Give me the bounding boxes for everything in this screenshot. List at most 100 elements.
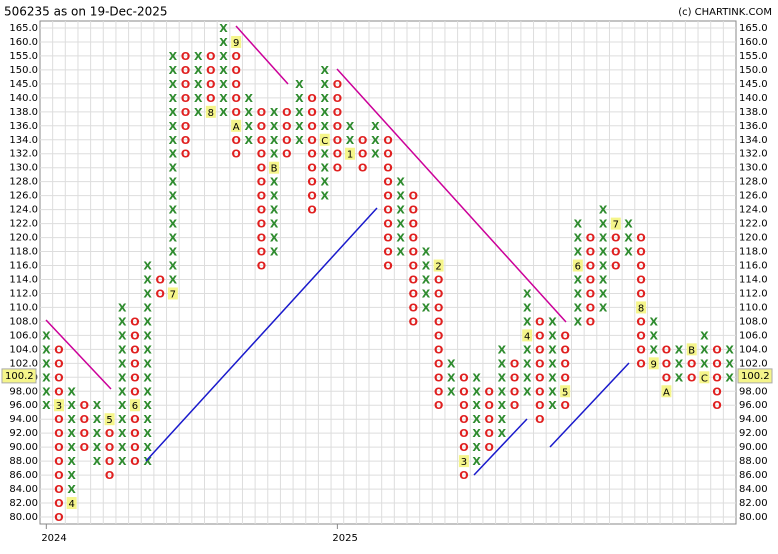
y-tick-label: 86.00	[9, 470, 38, 481]
pf-box: O	[459, 371, 468, 384]
pf-box: O	[409, 273, 418, 286]
pf-box: O	[535, 385, 544, 398]
pf-box: O	[307, 162, 316, 175]
pf-box: O	[560, 371, 569, 384]
y-tick-label: 82.00	[739, 498, 768, 509]
last-price-label: 100.2	[5, 371, 34, 382]
pf-box: O	[333, 120, 342, 133]
y-tick-label: 84.00	[9, 484, 38, 495]
pf-box: O	[333, 92, 342, 105]
y-tick-label: 145.0	[9, 79, 38, 90]
pf-box: O	[485, 399, 494, 412]
pf-box: O	[257, 204, 266, 217]
pf-box: X	[599, 301, 608, 314]
y-tick-label: 122.0	[739, 219, 768, 230]
x-tick-label: 2025	[332, 533, 357, 544]
pf-box: X	[143, 343, 152, 356]
pf-box: X	[295, 134, 304, 147]
pf-box: X	[143, 441, 152, 454]
month-marker-bg	[699, 371, 710, 384]
pf-box: X	[650, 315, 659, 328]
pf-box: X	[498, 385, 507, 398]
pf-box: O	[257, 260, 266, 273]
support-line	[145, 207, 378, 462]
month-marker-bg	[269, 161, 280, 174]
pf-box: O	[434, 371, 443, 384]
month-marker: 3	[461, 457, 467, 468]
pf-box: O	[636, 287, 645, 300]
pf-box: X	[169, 78, 178, 91]
y-tick-label: 88.00	[9, 456, 38, 467]
pf-box: O	[611, 246, 620, 259]
y-tick-label: 94.00	[9, 414, 38, 425]
y-tick-label: 134.0	[9, 135, 38, 146]
pf-box: O	[257, 148, 266, 161]
pf-box: X	[143, 385, 152, 398]
pf-box: O	[409, 301, 418, 314]
pf-box: O	[510, 385, 519, 398]
pf-box: O	[333, 134, 342, 147]
pf-box: X	[599, 218, 608, 231]
pf-box: O	[485, 413, 494, 426]
pf-box: X	[194, 78, 203, 91]
pf-box: X	[169, 50, 178, 63]
y-tick-label: 126.0	[739, 191, 768, 202]
pf-box: X	[143, 455, 152, 468]
pf-box: O	[54, 413, 63, 426]
pf-box: O	[459, 413, 468, 426]
pf-box: X	[169, 162, 178, 175]
pf-box: X	[700, 343, 709, 356]
y-tick-label: 82.00	[9, 498, 38, 509]
pf-box: X	[650, 329, 659, 342]
pf-box: X	[118, 427, 127, 440]
pf-box: X	[67, 413, 76, 426]
pf-box: O	[485, 441, 494, 454]
pf-box: O	[130, 427, 139, 440]
pf-box: X	[574, 301, 583, 314]
month-marker: B	[688, 345, 695, 356]
pf-box: X	[320, 120, 329, 133]
pf-box: O	[231, 50, 240, 63]
y-tick-label: 84.00	[739, 484, 768, 495]
pf-box: O	[54, 357, 63, 370]
pf-box: O	[307, 92, 316, 105]
trend-lines	[45, 25, 630, 476]
month-marker-bg	[458, 455, 469, 468]
month-marker-bg	[686, 343, 697, 356]
y-tick-label: 124.0	[739, 205, 768, 216]
pf-box: X	[169, 134, 178, 147]
month-marker-bg	[205, 105, 216, 118]
pf-box: X	[422, 260, 431, 273]
pf-box: X	[472, 455, 481, 468]
pf-box: X	[143, 329, 152, 342]
pf-box: X	[169, 273, 178, 286]
pf-box: X	[548, 357, 557, 370]
pf-box: O	[181, 50, 190, 63]
pf-box: X	[548, 315, 557, 328]
pf-box: O	[257, 120, 266, 133]
pf-box: X	[396, 218, 405, 231]
y-tick-label: 110.0	[9, 302, 38, 313]
pf-box: X	[245, 92, 254, 105]
y-tick-label: 102.0	[9, 358, 38, 369]
pf-box: X	[118, 343, 127, 356]
pf-box: O	[257, 176, 266, 189]
pf-box: O	[257, 190, 266, 203]
pf-box: O	[181, 78, 190, 91]
month-marker: 6	[132, 401, 138, 412]
pf-column: OOB	[686, 343, 697, 384]
y-tick-label: 130.0	[739, 163, 768, 174]
pf-box: X	[270, 246, 279, 259]
pf-box: X	[42, 399, 51, 412]
pf-box: X	[169, 218, 178, 231]
pf-box: O	[434, 385, 443, 398]
pf-box: X	[143, 260, 152, 273]
pf-box: X	[548, 385, 557, 398]
pf-box: X	[245, 120, 254, 133]
credit: (c) CHARTINK.COM	[678, 7, 772, 18]
